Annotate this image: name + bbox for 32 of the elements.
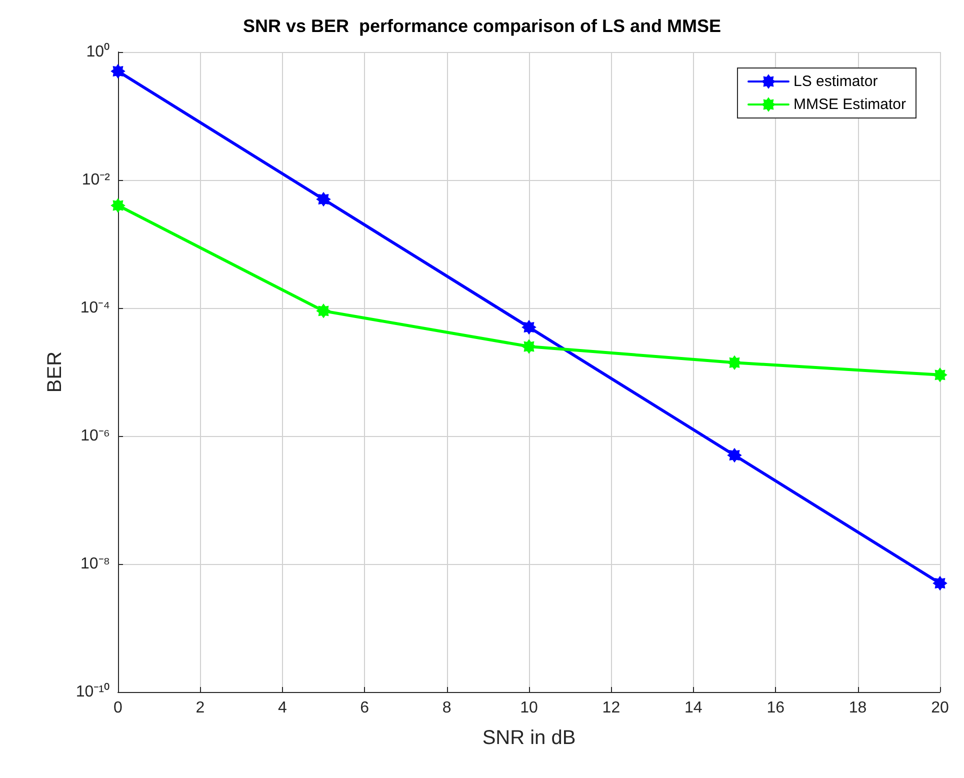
x-tick-label: 20 <box>931 700 949 716</box>
y-tick-label: 10⁻⁸ <box>80 556 110 572</box>
x-tick-label: 4 <box>278 700 287 716</box>
y-tick-label: 10⁻¹⁰ <box>76 682 110 700</box>
legend-label: LS estimator <box>793 73 878 90</box>
y-tick-label: 10⁻⁶ <box>80 428 110 444</box>
point <box>933 368 947 382</box>
x-tick-label: 10 <box>520 700 538 716</box>
chart-title: SNR vs BER performance comparison of LS and MMSE <box>242 16 722 36</box>
point <box>316 304 330 318</box>
y-axis-title: BER <box>44 351 66 393</box>
x-tick-label: 6 <box>360 700 370 716</box>
point <box>111 198 125 212</box>
point <box>728 356 742 370</box>
point <box>522 340 536 354</box>
point <box>933 576 947 590</box>
y-tick-label: 10⁰ <box>86 42 110 60</box>
x-tick-label: 8 <box>442 700 452 716</box>
legend-label: MMSE Estimator <box>793 96 906 113</box>
point <box>728 448 742 462</box>
x-tick-label: 18 <box>848 700 867 716</box>
x-tick-label: 2 <box>196 700 205 716</box>
x-tick-label: 14 <box>684 700 702 716</box>
x-tick-label: 16 <box>766 700 785 716</box>
point <box>316 192 330 206</box>
point <box>522 320 536 334</box>
x-axis-title: SNR in dB <box>482 727 576 749</box>
point <box>111 64 125 78</box>
y-tick-label: 10⁻⁴ <box>80 300 110 316</box>
x-tick-label: 12 <box>602 700 620 716</box>
y-tick-label: 10⁻² <box>82 172 111 188</box>
x-tick-label: 0 <box>114 700 123 716</box>
